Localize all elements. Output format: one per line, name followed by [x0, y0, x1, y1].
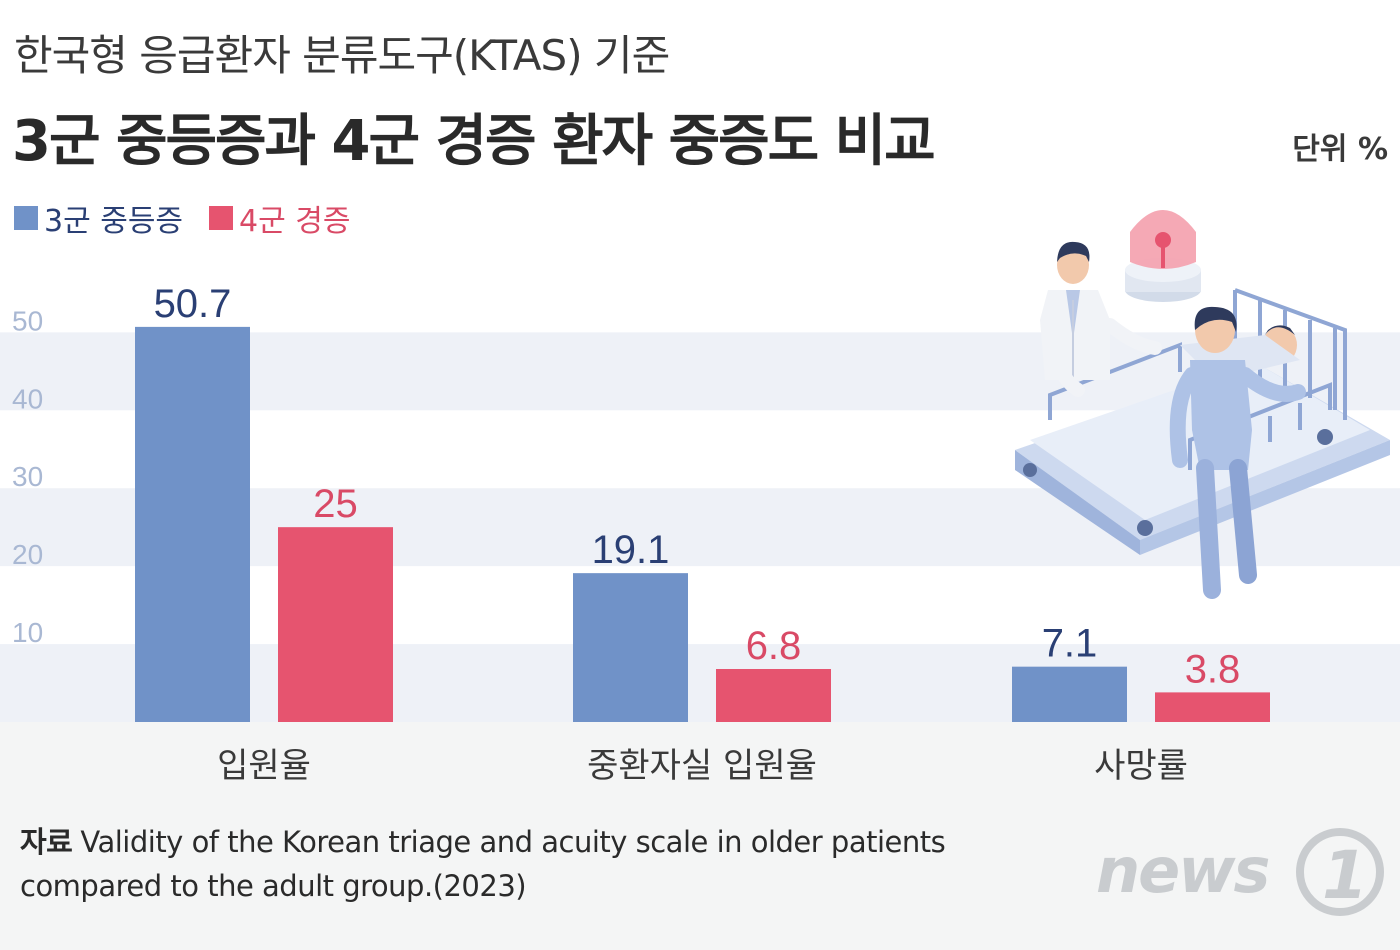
svg-text:news: news — [1096, 834, 1268, 907]
news1-logo: news 1 — [1096, 828, 1384, 916]
legend-swatch-series-2 — [209, 206, 234, 230]
value-label-series-2: 6.8 — [746, 624, 802, 668]
x-category-label: 사망률 — [1094, 746, 1188, 786]
legend: 3군 중등증 4군 경증 — [14, 196, 376, 240]
bars — [135, 326, 1270, 722]
bar-series-1 — [1012, 666, 1127, 722]
bar-series-2 — [1155, 692, 1270, 722]
hospital-bed-illustration — [1015, 210, 1390, 599]
legend-label-series-1: 3군 중등증 — [44, 204, 184, 239]
legend-label-series-2: 4군 경증 — [239, 204, 351, 239]
legend-item-series-2: 4군 경증 — [209, 196, 350, 240]
unit-label: 단위 % — [1292, 132, 1388, 167]
value-label-series-1: 7.1 — [1042, 622, 1098, 666]
y-axis-ticks: 10 20 30 40 50 — [12, 305, 43, 648]
legend-item-series-1: 3군 중등증 — [14, 196, 183, 240]
source-label: 자료 — [20, 825, 73, 859]
bar-series-2 — [278, 527, 393, 722]
svg-text:1: 1 — [1322, 837, 1368, 914]
value-label-series-2: 25 — [313, 482, 358, 526]
value-label-series-1: 50.7 — [154, 282, 232, 326]
source-note: 자료 Validity of the Korean triage and acui… — [20, 820, 1060, 908]
bar-series-1 — [135, 326, 250, 722]
bar-series-1 — [573, 573, 688, 722]
source-text: Validity of the Korean triage and acuity… — [20, 825, 946, 903]
y-tick-label: 10 — [12, 617, 43, 648]
x-category-label: 중환자실 입원율 — [587, 746, 817, 786]
y-tick-label: 40 — [12, 383, 43, 414]
x-category-label: 입원율 — [217, 746, 311, 786]
value-label-series-1: 19.1 — [592, 528, 670, 572]
legend-swatch-series-1 — [14, 206, 38, 230]
value-label-series-2: 3.8 — [1185, 647, 1241, 691]
y-tick-label: 20 — [12, 539, 43, 570]
chart-title: 3군 중등증과 4군 경증 환자 중증도 비교 — [12, 109, 936, 174]
bar-series-2 — [716, 669, 831, 722]
y-tick-label: 50 — [12, 305, 43, 336]
chart-subtitle: 한국형 응급환자 분류도구(KTAS) 기준 — [14, 31, 670, 80]
footer-panel — [0, 722, 1400, 950]
y-tick-label: 30 — [12, 461, 43, 492]
value-labels: 50.7 25 19.1 6.8 7.1 3.8 — [154, 282, 1241, 692]
